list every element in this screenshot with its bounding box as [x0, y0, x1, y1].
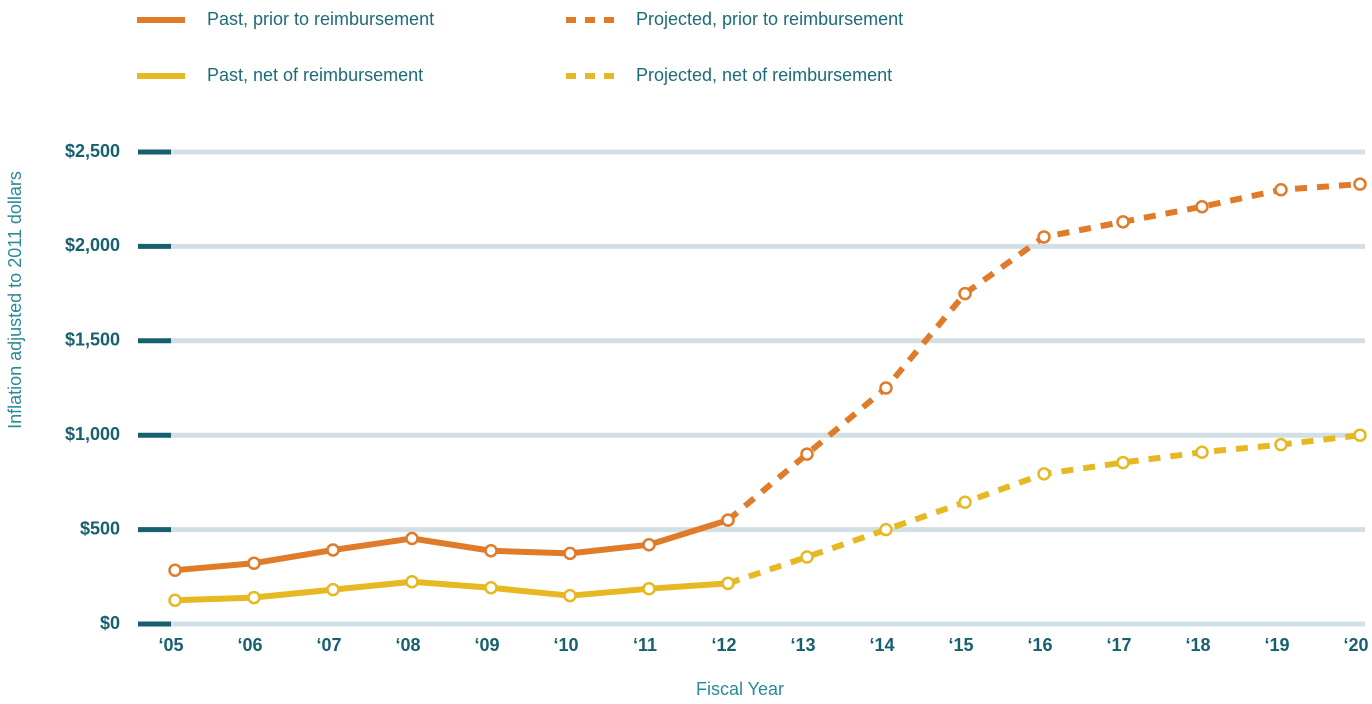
- x-tick-label: ‘19: [1264, 635, 1289, 655]
- series-line: [174, 578, 729, 604]
- y-tick-label: $1,500: [65, 330, 120, 350]
- point-marker: [1353, 177, 1367, 191]
- x-tick-label: ‘06: [237, 635, 262, 655]
- x-tick-label: ‘13: [790, 635, 815, 655]
- x-tick-label: ‘15: [948, 635, 973, 655]
- point-marker: [247, 556, 261, 570]
- point-marker: [958, 495, 972, 509]
- x-tick-label: ‘10: [553, 635, 578, 655]
- point-marker: [879, 522, 893, 537]
- point-marker: [1353, 428, 1367, 442]
- y-tick-label: $0: [100, 613, 120, 633]
- point-marker: [1116, 215, 1130, 229]
- y-tick-label: $2,000: [65, 235, 120, 255]
- point-marker: [642, 581, 656, 596]
- series-line: [727, 432, 1361, 587]
- x-tick-label: ‘05: [158, 635, 183, 655]
- point-marker: [1116, 455, 1130, 470]
- point-marker: [1037, 467, 1051, 481]
- point-marker: [484, 581, 498, 595]
- point-marker: [326, 543, 340, 557]
- x-tick-label: ‘08: [395, 635, 420, 655]
- point-marker: [1274, 183, 1288, 197]
- point-marker: [1037, 230, 1051, 244]
- x-tick-label: ‘20: [1343, 635, 1368, 655]
- legend-label: Past, prior to reimbursement: [207, 9, 434, 29]
- point-marker: [800, 550, 814, 564]
- point-marker: [1195, 200, 1209, 214]
- point-marker: [1274, 437, 1288, 452]
- series-line: [174, 517, 729, 574]
- legend-label: Projected, net of reimbursement: [636, 65, 892, 85]
- point-marker: [563, 588, 577, 603]
- point-marker: [958, 286, 972, 301]
- point-marker: [721, 513, 735, 527]
- point-marker: [168, 563, 182, 577]
- y-tick-label: $500: [80, 518, 120, 538]
- x-tick-label: ‘14: [869, 635, 894, 655]
- point-marker: [1195, 445, 1209, 459]
- point-marker: [484, 543, 498, 558]
- legend-label: Projected, prior to reimbursement: [636, 9, 903, 29]
- point-marker: [405, 574, 419, 589]
- y-axis-title: Inflation adjusted to 2011 dollars: [5, 171, 25, 429]
- x-tick-label: ‘11: [633, 635, 657, 655]
- y-tick-label: $1,000: [65, 424, 120, 444]
- point-marker: [326, 582, 340, 597]
- point-marker: [168, 593, 182, 607]
- x-axis-title: Fiscal Year: [696, 679, 784, 699]
- point-marker: [800, 447, 814, 461]
- point-marker: [247, 590, 261, 605]
- x-tick-label: ‘12: [711, 635, 736, 655]
- x-tick-label: ‘07: [316, 635, 341, 655]
- x-tick-label: ‘09: [474, 635, 499, 655]
- point-marker: [721, 576, 735, 591]
- x-tick-label: ‘16: [1027, 635, 1052, 655]
- point-marker: [563, 546, 577, 561]
- point-marker: [642, 537, 656, 552]
- y-tick-label: $2,500: [65, 141, 120, 161]
- point-marker: [879, 381, 893, 395]
- legend-label: Past, net of reimbursement: [207, 65, 423, 85]
- x-tick-label: ‘18: [1185, 635, 1210, 655]
- point-marker: [405, 531, 419, 546]
- x-tick-label: ‘17: [1106, 635, 1131, 655]
